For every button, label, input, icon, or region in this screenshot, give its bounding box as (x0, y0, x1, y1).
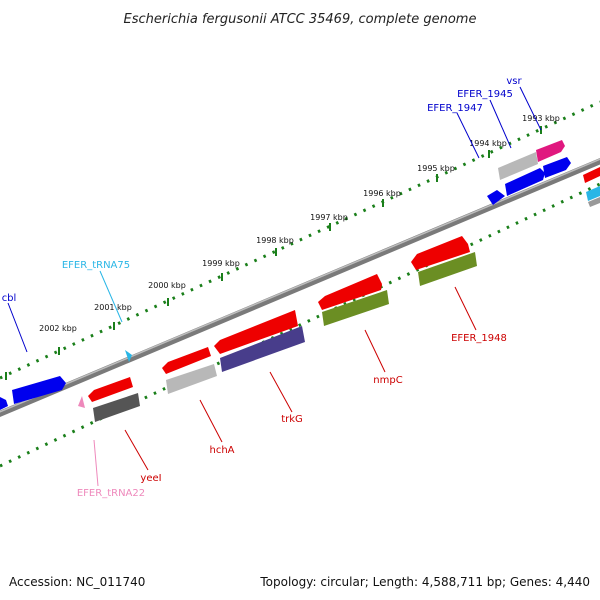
gene-label-efer-1947[interactable]: EFER_1947 (427, 103, 483, 114)
gene-olive-2[interactable] (322, 290, 389, 326)
gene-nmpC[interactable] (318, 274, 382, 310)
gene-efer-1948[interactable] (411, 236, 470, 270)
gene-cbl[interactable] (12, 376, 66, 404)
scale-label: 1997 kbp (310, 213, 348, 222)
footer-topology: Topology: circular; Length: 4,588,711 bp… (259, 575, 590, 589)
footer-accession: Accession: NC_011740 (9, 575, 145, 589)
gene-red-edge[interactable] (583, 167, 600, 183)
gene-vsr[interactable] (536, 140, 565, 162)
gene-label-vsr[interactable]: vsr (506, 76, 522, 87)
gene-hchA-red[interactable] (162, 347, 211, 374)
scale-labels: 1993 kbp 1994 kbp 1995 kbp 1996 kbp 1997… (39, 114, 560, 333)
map-title: Escherichia fergusonii ATCC 35469, compl… (124, 12, 477, 27)
gene-label-yeeI[interactable]: yeeI (140, 473, 161, 484)
gene-yeeI-red[interactable] (88, 377, 133, 402)
gene-blue-left[interactable] (0, 397, 8, 410)
scale-label: 1993 kbp (522, 114, 560, 123)
gene-efer-1945[interactable] (498, 152, 538, 180)
scale-label: 1994 kbp (469, 139, 507, 148)
scale-label: 2000 kbp (148, 281, 186, 290)
gene-hchA[interactable] (166, 364, 217, 394)
label-leaders (7, 86, 542, 487)
gene-labels: vsr EFER_1945 EFER_1947 EFER_tRNA75 cbl … (2, 76, 523, 499)
outer-scale-line (0, 100, 600, 380)
gene-label-efer-trna22[interactable]: EFER_tRNA22 (77, 488, 145, 499)
gene-blue-mid[interactable] (543, 157, 571, 178)
forward-genes (0, 140, 600, 410)
gene-trkG-red[interactable] (214, 310, 298, 354)
scale-label: 2001 kbp (94, 303, 132, 312)
genome-backbone (0, 157, 600, 418)
scale-label: 1995 kbp (417, 164, 455, 173)
gene-label-hchA[interactable]: hchA (209, 445, 234, 456)
gene-label-efer-1945[interactable]: EFER_1945 (457, 89, 513, 100)
gene-label-cbl[interactable]: cbl (2, 293, 17, 304)
gene-label-efer-trna75[interactable]: EFER_tRNA75 (62, 260, 130, 271)
gene-label-trkG[interactable]: trkG (281, 414, 303, 425)
gene-cyan-edge[interactable] (586, 186, 600, 201)
scale-label: 1996 kbp (363, 189, 401, 198)
gene-efer-1947[interactable] (505, 168, 545, 196)
gene-label-efer-1948[interactable]: EFER_1948 (451, 333, 507, 344)
scale-label: 1999 kbp (202, 259, 240, 268)
gene-trkG[interactable] (220, 326, 305, 372)
scale-label: 1998 kbp (256, 236, 294, 245)
gene-olive-1[interactable] (418, 252, 477, 286)
gene-efer-trna75[interactable] (125, 350, 132, 362)
gene-efer-trna22[interactable] (78, 396, 85, 408)
gene-grey-edge[interactable] (588, 197, 600, 207)
gene-small-blue[interactable] (487, 190, 505, 205)
gene-yeeI[interactable] (93, 393, 140, 422)
scale-ticks (5, 126, 542, 380)
gene-label-nmpC[interactable]: nmpC (373, 375, 402, 386)
scale-label: 2002 kbp (39, 324, 77, 333)
reverse-genes (78, 236, 477, 422)
